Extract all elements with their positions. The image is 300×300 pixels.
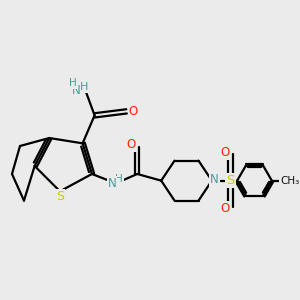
Text: CH₃: CH₃ [280,176,299,186]
Text: O: O [220,202,229,215]
Text: N: N [210,173,219,186]
Text: H: H [69,78,77,88]
Text: H: H [115,173,123,184]
Text: O: O [129,105,138,118]
Text: S: S [56,190,64,202]
Text: N: N [107,177,116,190]
Text: N: N [72,83,80,97]
Text: H: H [80,82,88,92]
Text: S: S [226,174,235,187]
Text: O: O [127,138,136,151]
Text: O: O [220,146,229,159]
